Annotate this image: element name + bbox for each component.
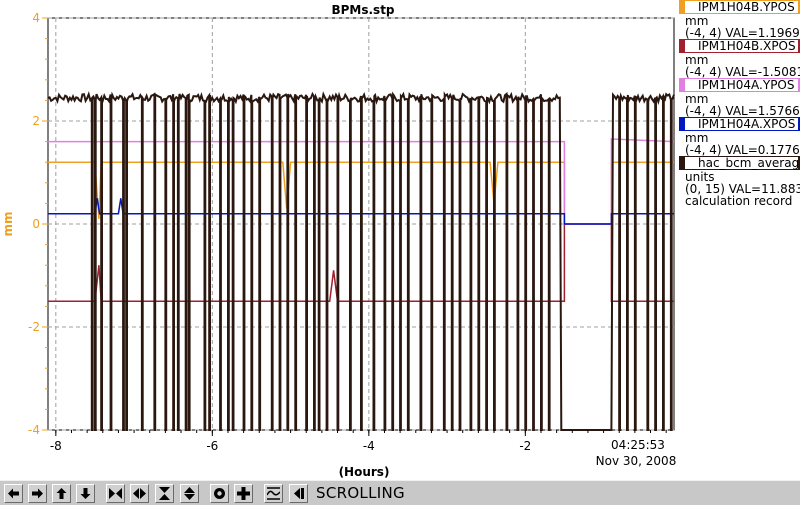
x-axis-label: (Hours) bbox=[339, 465, 390, 479]
legend-name[interactable]: IPM1H04A.XPOS bbox=[679, 117, 800, 131]
scrolling-mode-label: SCROLLING bbox=[316, 484, 405, 502]
plus-icon bbox=[237, 487, 250, 500]
legend-entry-ipm1h04a-ypos[interactable]: IPM1H04A.YPOS mm (-4, 4) VAL=1.57663 bbox=[679, 78, 800, 117]
expand-horizontal-icon bbox=[133, 488, 146, 499]
x-tick-label: -2 bbox=[519, 439, 531, 453]
scrolling-toggle-button[interactable] bbox=[289, 484, 308, 503]
series-layer bbox=[47, 91, 675, 431]
legend-note: calculation record bbox=[685, 194, 793, 208]
scroll-mode-icon bbox=[294, 488, 304, 499]
legend-units: mm bbox=[685, 131, 709, 145]
axes: -8 -6 -4 -2 -4 -2 0 2 4 bbox=[28, 11, 667, 453]
y-tick-label: -2 bbox=[28, 320, 40, 334]
scroll-left-button[interactable] bbox=[4, 484, 23, 503]
expand-vertical-icon bbox=[184, 487, 195, 500]
legend: IPM1H04B.YPOS mm (-4, 4) VAL=1.19692 IPM… bbox=[679, 0, 800, 480]
waveform-icon bbox=[267, 487, 280, 500]
legend-entry-ipm1h04a-xpos[interactable]: IPM1H04A.XPOS mm (-4, 4) VAL=0.17762 bbox=[679, 117, 800, 156]
toolbar: SCROLLING bbox=[0, 480, 800, 505]
compress-horizontal-button[interactable] bbox=[106, 484, 125, 503]
x-tick-label: -8 bbox=[50, 439, 62, 453]
legend-range-value: (-4, 4) VAL=-1.5081 bbox=[685, 65, 800, 79]
x-tick-label: -6 bbox=[206, 439, 218, 453]
arrow-up-icon bbox=[56, 488, 67, 499]
compress-vertical-button[interactable] bbox=[155, 484, 174, 503]
legend-units: units bbox=[685, 170, 715, 184]
expand-vertical-button[interactable] bbox=[180, 484, 199, 503]
scroll-down-button[interactable] bbox=[76, 484, 95, 503]
timestamp-time: 04:25:53 bbox=[611, 438, 665, 452]
y-tick-label: -4 bbox=[28, 423, 40, 437]
zoom-out-button[interactable] bbox=[210, 484, 229, 503]
x-tick-label: -4 bbox=[363, 439, 375, 453]
legend-name[interactable]: IPM1H04B.YPOS bbox=[679, 0, 800, 14]
chart-title: BPMs.stp bbox=[331, 3, 394, 17]
compress-vertical-icon bbox=[159, 487, 170, 500]
compress-horizontal-icon bbox=[109, 488, 122, 499]
y-tick-label: 2 bbox=[32, 114, 40, 128]
y-tick-label: 0 bbox=[32, 217, 40, 231]
timestamp-date: Nov 30, 2008 bbox=[596, 454, 677, 468]
legend-entry-hac-bcm-average[interactable]: hac_bcm_average units (0, 15) VAL=11.883… bbox=[679, 156, 800, 207]
legend-units: mm bbox=[685, 53, 709, 67]
expand-horizontal-button[interactable] bbox=[130, 484, 149, 503]
series-hac-bcm-average bbox=[47, 91, 675, 431]
legend-name[interactable]: IPM1H04A.YPOS bbox=[679, 78, 800, 92]
legend-entry-ipm1h04b-xpos[interactable]: IPM1H04B.XPOS mm (-4, 4) VAL=-1.5081 bbox=[679, 39, 800, 78]
y-tick-label: 4 bbox=[32, 11, 40, 25]
legend-name[interactable]: hac_bcm_average bbox=[679, 156, 800, 170]
legend-units: mm bbox=[685, 92, 709, 106]
legend-name[interactable]: IPM1H04B.XPOS bbox=[679, 39, 800, 53]
autoscale-button[interactable] bbox=[264, 484, 283, 503]
arrow-right-icon bbox=[32, 488, 43, 499]
circle-dot-icon bbox=[214, 488, 225, 499]
legend-units: mm bbox=[685, 14, 709, 28]
legend-range-value: (-4, 4) VAL=0.17762 bbox=[685, 143, 800, 157]
legend-range-value: (0, 15) VAL=11.8833 bbox=[685, 182, 800, 196]
legend-range-value: (-4, 4) VAL=1.19692 bbox=[685, 26, 800, 40]
scroll-right-button[interactable] bbox=[28, 484, 47, 503]
zoom-in-button[interactable] bbox=[234, 484, 253, 503]
legend-range-value: (-4, 4) VAL=1.57663 bbox=[685, 104, 800, 118]
legend-entry-ipm1h04b-ypos[interactable]: IPM1H04B.YPOS mm (-4, 4) VAL=1.19692 bbox=[679, 0, 800, 39]
scroll-up-button[interactable] bbox=[52, 484, 71, 503]
arrow-down-icon bbox=[80, 488, 91, 499]
arrow-left-icon bbox=[8, 488, 19, 499]
chart[interactable]: BPMs.stp -8 -6 -4 -2 -4 -2 0 2 4 mm (Hours) 04:2… bbox=[0, 0, 680, 480]
y-axis-label: mm bbox=[1, 211, 15, 236]
